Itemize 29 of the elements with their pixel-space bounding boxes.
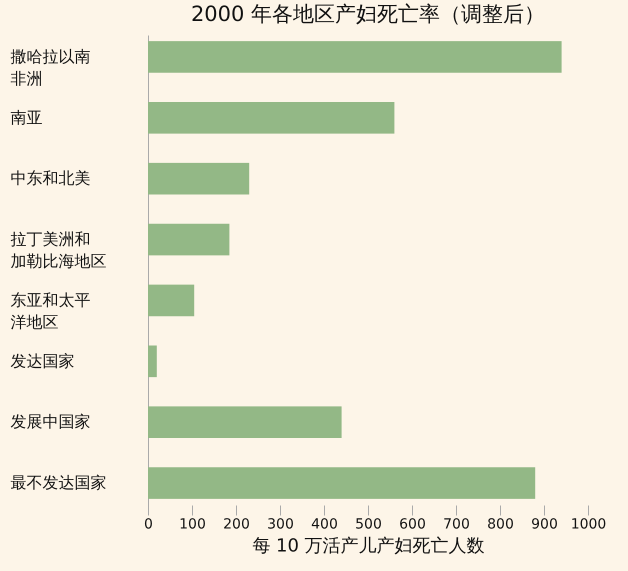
- y-tick-label: 东亚和太平洋地区: [10, 290, 90, 332]
- x-tick-label: 600: [399, 516, 426, 532]
- x-tick-label: 1000: [570, 516, 606, 532]
- x-tick-label: 900: [531, 516, 558, 532]
- bar: [148, 467, 536, 499]
- y-tick-label: 南亚: [10, 108, 42, 127]
- y-tick-label: 撒哈拉以南非洲: [10, 46, 90, 88]
- x-tick-label: 300: [267, 516, 294, 532]
- bar: [148, 162, 250, 195]
- x-tick-label: 200: [223, 516, 250, 532]
- x-tick-label: 700: [443, 516, 470, 532]
- bar: [148, 345, 157, 378]
- bar: [148, 224, 230, 256]
- bar: [148, 102, 394, 134]
- y-tick-label: 发展中国家: [10, 412, 90, 432]
- x-axis-title: 每 10 万活产儿产妇死亡人数: [252, 536, 485, 556]
- bar: [148, 284, 194, 316]
- y-tick-label: 拉丁美洲和加勒比海地区: [10, 230, 106, 271]
- bar: [148, 41, 562, 73]
- chart-title: 2000 年各地区产妇死亡率（调整后）: [190, 2, 546, 26]
- bar: [148, 406, 342, 438]
- x-tick-label: 100: [179, 516, 206, 532]
- y-tick-label: 中东和北美: [10, 168, 90, 188]
- x-tick-label: 800: [487, 516, 514, 532]
- y-tick-label: 发达国家: [10, 351, 74, 370]
- x-tick-label: 0: [144, 516, 153, 532]
- x-tick-label: 400: [311, 516, 338, 532]
- y-tick-label: 最不发达国家: [10, 473, 106, 492]
- x-tick-label: 500: [355, 516, 382, 532]
